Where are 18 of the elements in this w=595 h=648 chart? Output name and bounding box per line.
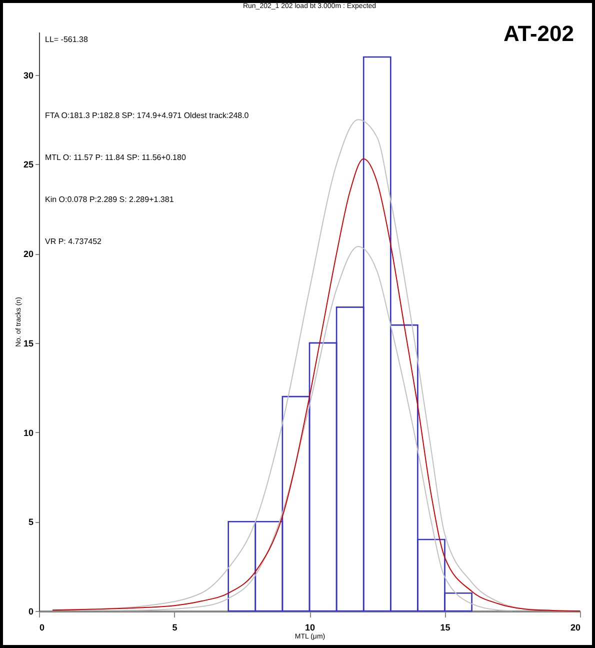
y-tick-label: 25: [23, 160, 34, 170]
y-tick-label: 15: [23, 338, 34, 348]
x-tick-label: 10: [304, 622, 316, 632]
y-tick-label: 20: [23, 249, 34, 260]
y-tick-label: 10: [23, 428, 34, 438]
annotation: AT-202: [503, 21, 574, 46]
x-tick-label: 5: [172, 622, 178, 632]
x-tick-label: 0: [40, 622, 45, 632]
annotation: LL= -561.38: [45, 35, 88, 44]
x-tick-label: 15: [440, 622, 450, 632]
x-tick-label: 20: [570, 622, 580, 632]
annotation: Kin O:0.078 P:2.289 S: 2.289+1.381: [45, 195, 174, 204]
annotation: VR P: 4.737452: [45, 237, 102, 246]
annotation: FTA O:181.3 P:182.8 SP: 174.9+4.971 Oldest track:248.0: [45, 111, 250, 120]
y-tick-label: 5: [28, 517, 34, 528]
y-tick-label: 0: [28, 606, 34, 616]
y-tick-label: 30: [23, 70, 34, 80]
annotation: MTL O: 11.57 P: 11.84 SP: 11.56+0.180: [45, 153, 186, 162]
